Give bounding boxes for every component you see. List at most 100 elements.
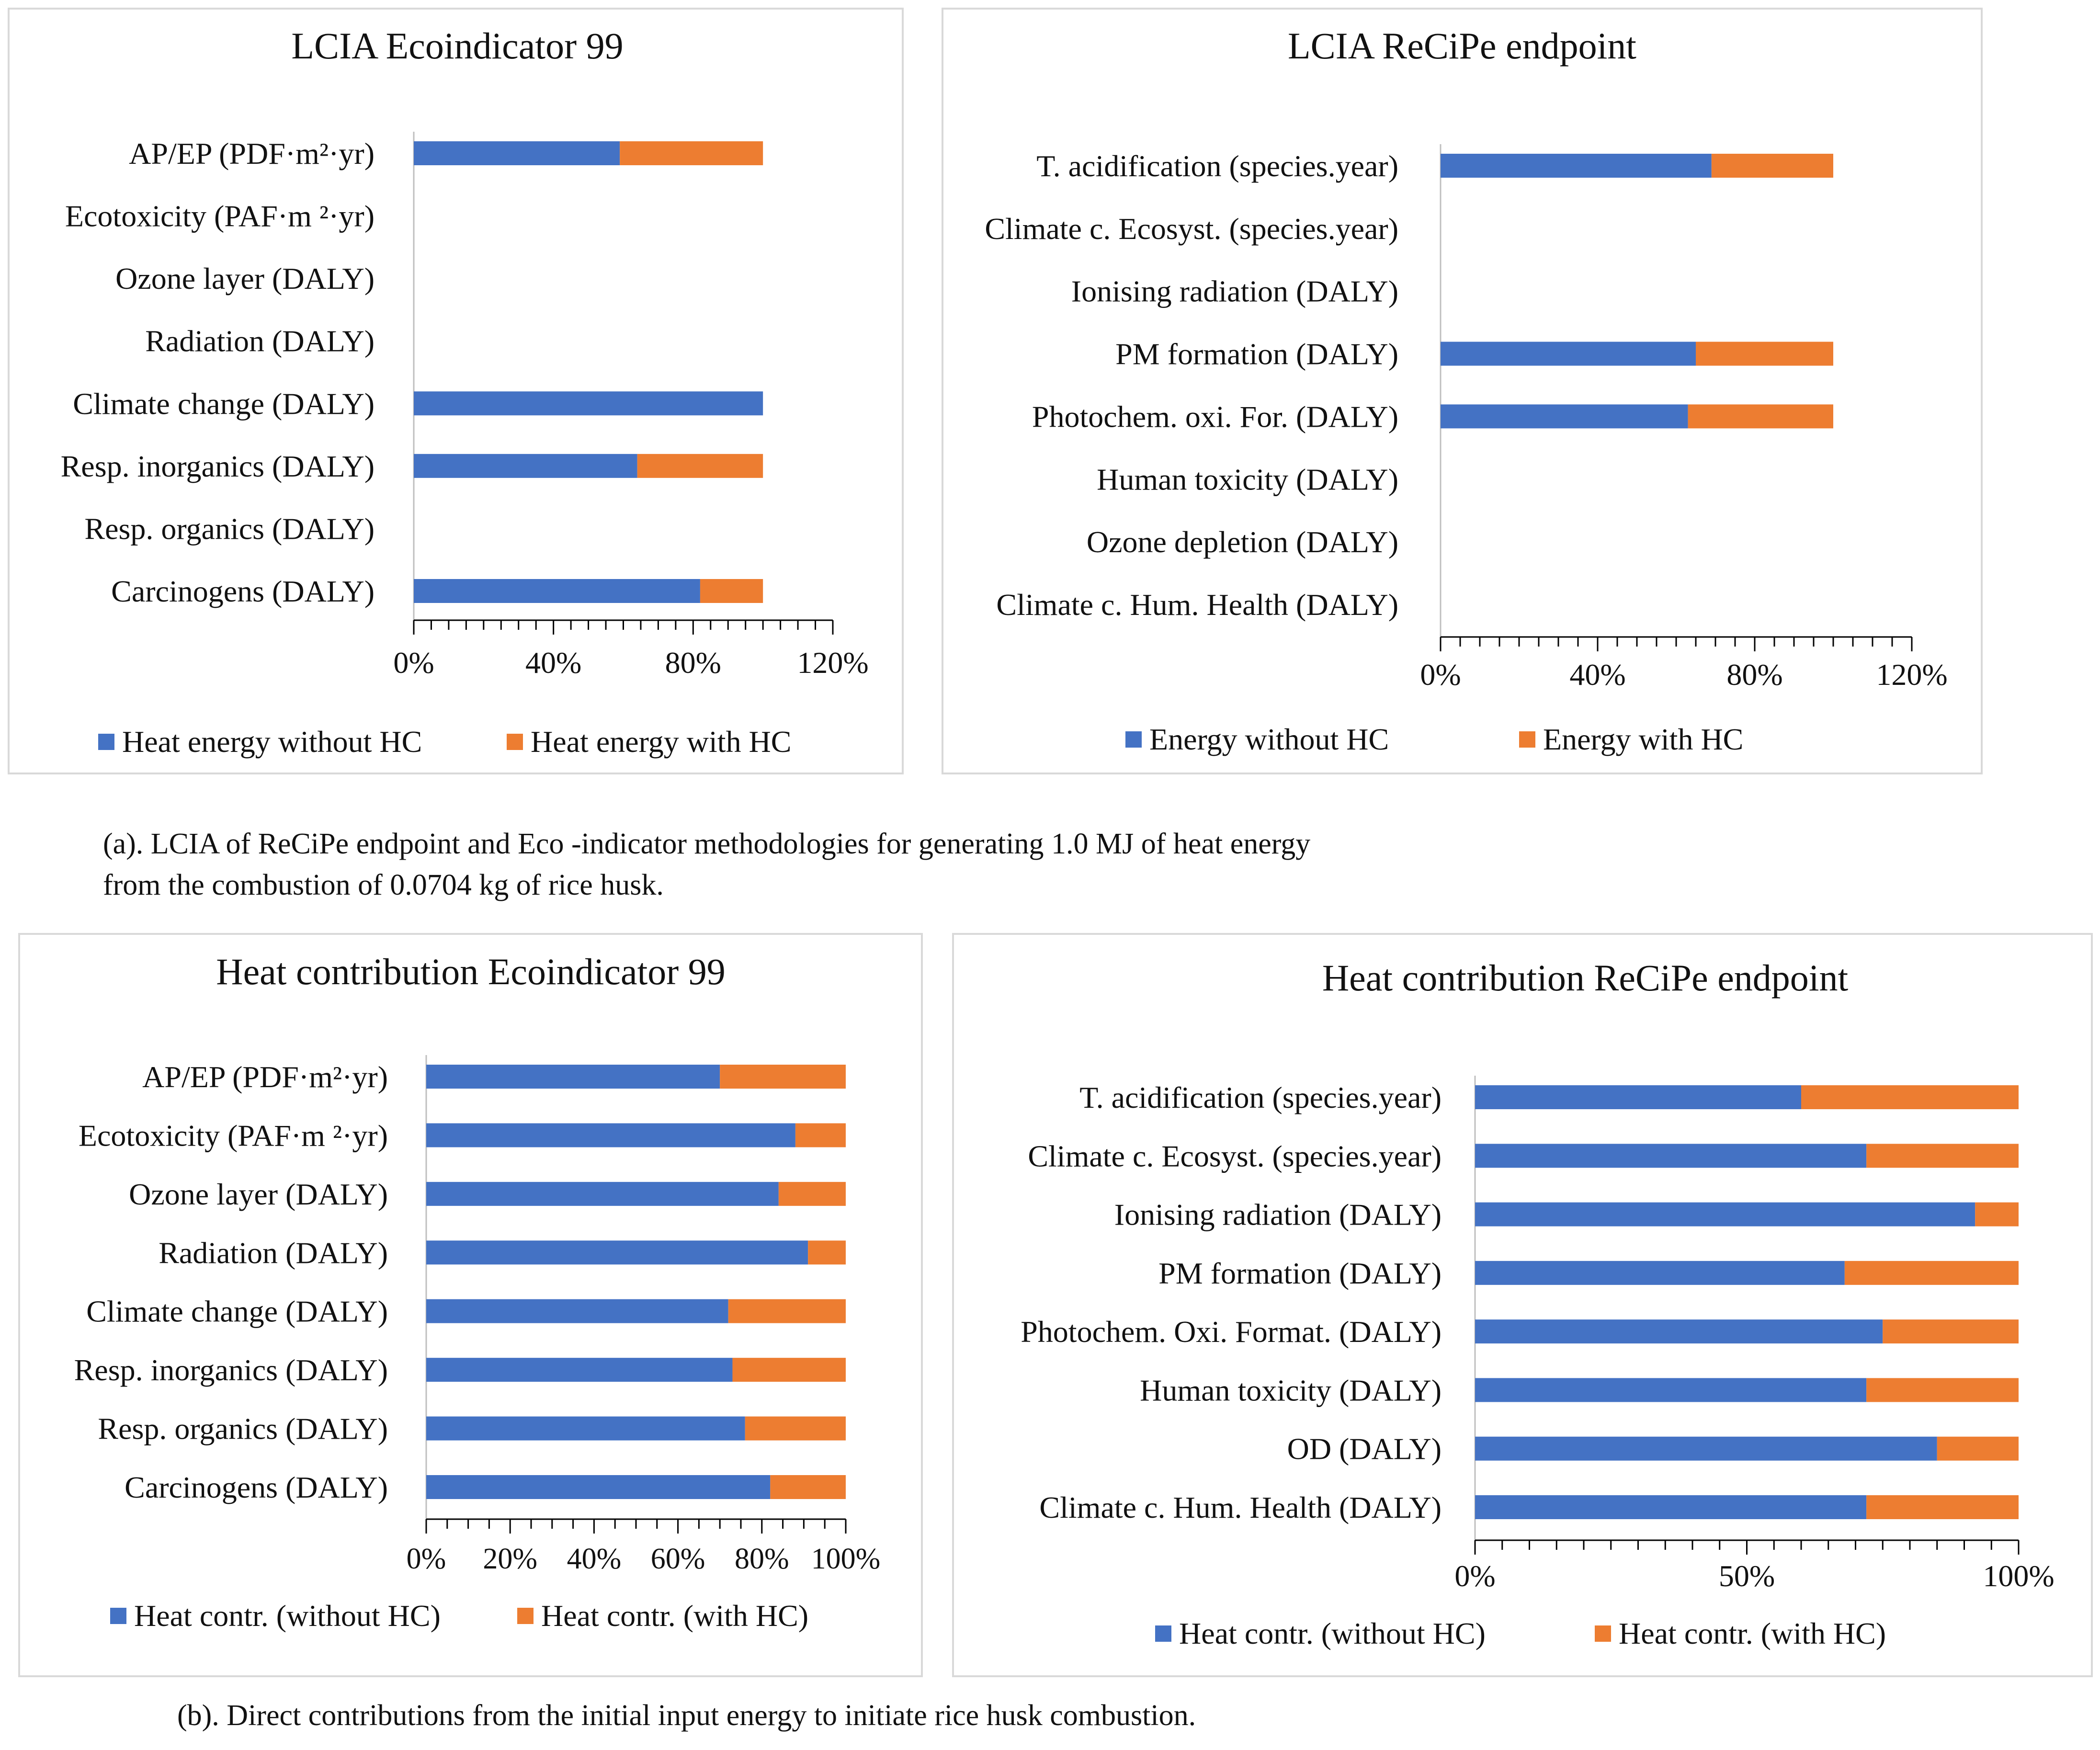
category-label-a-left: Ecotoxicity (PAF·m ²·yr) xyxy=(65,199,375,233)
legend-swatch-b-right-series2 xyxy=(1595,1625,1611,1642)
caption-a-line1: (a). LCIA of ReCiPe endpoint and Eco -in… xyxy=(103,828,1311,860)
chart-title-b-right: Heat contribution ReCiPe endpoint xyxy=(1322,957,1849,999)
x-tick-label-b-left: 100% xyxy=(811,1543,881,1575)
category-label-b-left: AP/EP (PDF·m²·yr) xyxy=(142,1060,388,1094)
category-label-b-right: Climate c. Ecosyst. (species.year) xyxy=(1028,1139,1442,1173)
category-label-a-right: PM formation (DALY) xyxy=(1115,337,1398,371)
category-label-a-left: Resp. organics (DALY) xyxy=(84,511,375,545)
bar-segment-a-left-series1 xyxy=(414,391,763,416)
category-label-a-right: Climate c. Ecosyst. (species.year) xyxy=(985,212,1398,246)
bar-segment-a-left-series1 xyxy=(414,141,620,165)
bar-segment-b-right-series2 xyxy=(1937,1436,2019,1461)
x-tick-label-b-left: 60% xyxy=(651,1543,705,1575)
bar-segment-b-right-series1 xyxy=(1475,1144,1867,1168)
bar-segment-b-left-series2 xyxy=(778,1182,846,1206)
bar-segment-a-left-series2 xyxy=(620,141,763,165)
x-tick-label-a-left: 120% xyxy=(797,646,868,680)
category-label-b-left: Ecotoxicity (PAF·m ²·yr) xyxy=(79,1118,388,1152)
legend-swatch-a-left-series2 xyxy=(507,734,523,750)
chart-title-a-left: LCIA Ecoindicator 99 xyxy=(291,25,623,67)
category-label-a-right: Ozone depletion (DALY) xyxy=(1087,525,1398,559)
bar-segment-b-right-series2 xyxy=(1801,1085,2019,1109)
chart-panel-a-right xyxy=(942,8,1983,774)
category-label-b-right: Ionising radiation (DALY) xyxy=(1114,1198,1442,1232)
category-label-a-left: AP/EP (PDF·m²·yr) xyxy=(129,136,375,170)
x-tick-label-b-left: 0% xyxy=(407,1543,446,1575)
category-label-a-left: Ozone layer (DALY) xyxy=(115,261,375,295)
category-label-a-left: Radiation (DALY) xyxy=(145,324,375,358)
bar-segment-a-right-series1 xyxy=(1441,341,1696,366)
legend-label-a-left-series2: Heat energy with HC xyxy=(531,725,791,759)
x-tick-label-b-left: 20% xyxy=(483,1543,537,1575)
x-tick-label-a-left: 0% xyxy=(393,646,434,680)
bar-segment-b-left-series1 xyxy=(426,1358,733,1382)
caption-a-line2: from the combustion of 0.0704 kg of rice… xyxy=(103,869,664,901)
bar-segment-b-right-series2 xyxy=(1883,1319,2019,1344)
category-label-b-right: Climate c. Hum. Health (DALY) xyxy=(1039,1490,1442,1524)
x-tick-label-a-right: 0% xyxy=(1420,658,1461,692)
bar-segment-b-right-series2 xyxy=(1975,1202,2019,1227)
category-label-a-right: T. acidification (species.year) xyxy=(1036,149,1398,183)
legend-swatch-a-right-series2 xyxy=(1519,731,1535,748)
legend-label-a-left-series1: Heat energy without HC xyxy=(122,725,422,759)
category-label-a-right: Photochem. oxi. For. (DALY) xyxy=(1032,399,1398,433)
legend-label-b-left-series2: Heat contr. (with HC) xyxy=(541,1599,808,1633)
bar-segment-b-left-series1 xyxy=(426,1182,779,1206)
bar-segment-a-left-series2 xyxy=(637,454,763,478)
chart-panel-b-right xyxy=(952,933,2093,1677)
chart-title-a-right: LCIA ReCiPe endpoint xyxy=(1288,25,1636,67)
category-label-a-left: Carcinogens (DALY) xyxy=(111,574,375,608)
category-label-a-right: Ionising radiation (DALY) xyxy=(1071,274,1398,308)
bar-segment-b-left-series1 xyxy=(426,1065,720,1089)
bar-segment-a-left-series1 xyxy=(414,454,637,478)
category-label-b-left: Climate change (DALY) xyxy=(86,1295,388,1329)
legend-label-b-right-series1: Heat contr. (without HC) xyxy=(1179,1616,1486,1650)
bar-segment-b-right-series1 xyxy=(1475,1495,1867,1519)
bar-segment-a-right-series1 xyxy=(1441,154,1712,178)
legend-swatch-b-right-series1 xyxy=(1155,1625,1171,1642)
legend-swatch-a-left-series1 xyxy=(98,734,114,750)
x-tick-label-a-right: 40% xyxy=(1569,658,1625,692)
x-tick-label-a-left: 80% xyxy=(665,646,721,680)
bar-segment-a-left-series1 xyxy=(414,579,700,603)
bar-segment-b-left-series2 xyxy=(808,1240,846,1265)
bar-segment-b-right-series1 xyxy=(1475,1319,1883,1344)
legend-swatch-a-right-series1 xyxy=(1125,731,1142,748)
category-label-b-left: Radiation (DALY) xyxy=(159,1236,388,1270)
legend-label-a-right-series2: Energy with HC xyxy=(1543,722,1743,756)
category-label-b-right: PM formation (DALY) xyxy=(1158,1256,1442,1290)
x-tick-label-a-right: 120% xyxy=(1876,658,1947,692)
category-label-a-right: Human toxicity (DALY) xyxy=(1097,462,1398,496)
bar-segment-a-right-series1 xyxy=(1441,404,1688,429)
x-tick-label-b-right: 0% xyxy=(1454,1559,1495,1593)
bar-segment-b-right-series1 xyxy=(1475,1436,1937,1461)
bar-segment-b-left-series2 xyxy=(732,1358,846,1382)
legend-label-a-right-series1: Energy without HC xyxy=(1149,722,1389,756)
legend-swatch-b-left-series2 xyxy=(517,1608,534,1624)
bar-segment-b-left-series1 xyxy=(426,1416,745,1441)
category-label-a-left: Climate change (DALY) xyxy=(73,386,375,420)
x-tick-label-a-right: 80% xyxy=(1726,658,1782,692)
bar-segment-b-right-series2 xyxy=(1866,1495,2019,1519)
bar-segment-b-left-series2 xyxy=(745,1416,846,1441)
x-tick-label-b-left: 80% xyxy=(735,1543,789,1575)
x-tick-label-b-right: 50% xyxy=(1719,1559,1775,1593)
bar-segment-b-left-series2 xyxy=(720,1065,846,1089)
bar-segment-b-left-series2 xyxy=(728,1299,846,1323)
category-label-b-left: Carcinogens (DALY) xyxy=(125,1470,388,1504)
category-label-b-left: Ozone layer (DALY) xyxy=(129,1177,388,1211)
bar-segment-b-left-series2 xyxy=(795,1123,846,1148)
bar-segment-a-right-series2 xyxy=(1688,404,1833,429)
bar-segment-b-left-series2 xyxy=(770,1475,846,1499)
bar-segment-b-right-series1 xyxy=(1475,1261,1845,1285)
bar-segment-b-left-series1 xyxy=(426,1299,728,1323)
bar-segment-b-right-series1 xyxy=(1475,1202,1975,1227)
x-tick-label-a-left: 40% xyxy=(525,646,581,680)
bar-segment-b-right-series2 xyxy=(1866,1144,2019,1168)
legend-label-b-left-series1: Heat contr. (without HC) xyxy=(134,1599,441,1633)
bar-segment-b-left-series1 xyxy=(426,1240,808,1265)
category-label-b-left: Resp. inorganics (DALY) xyxy=(74,1353,388,1387)
caption-b: (b). Direct contributions from the initi… xyxy=(177,1699,1196,1732)
category-label-a-left: Resp. inorganics (DALY) xyxy=(61,449,375,483)
